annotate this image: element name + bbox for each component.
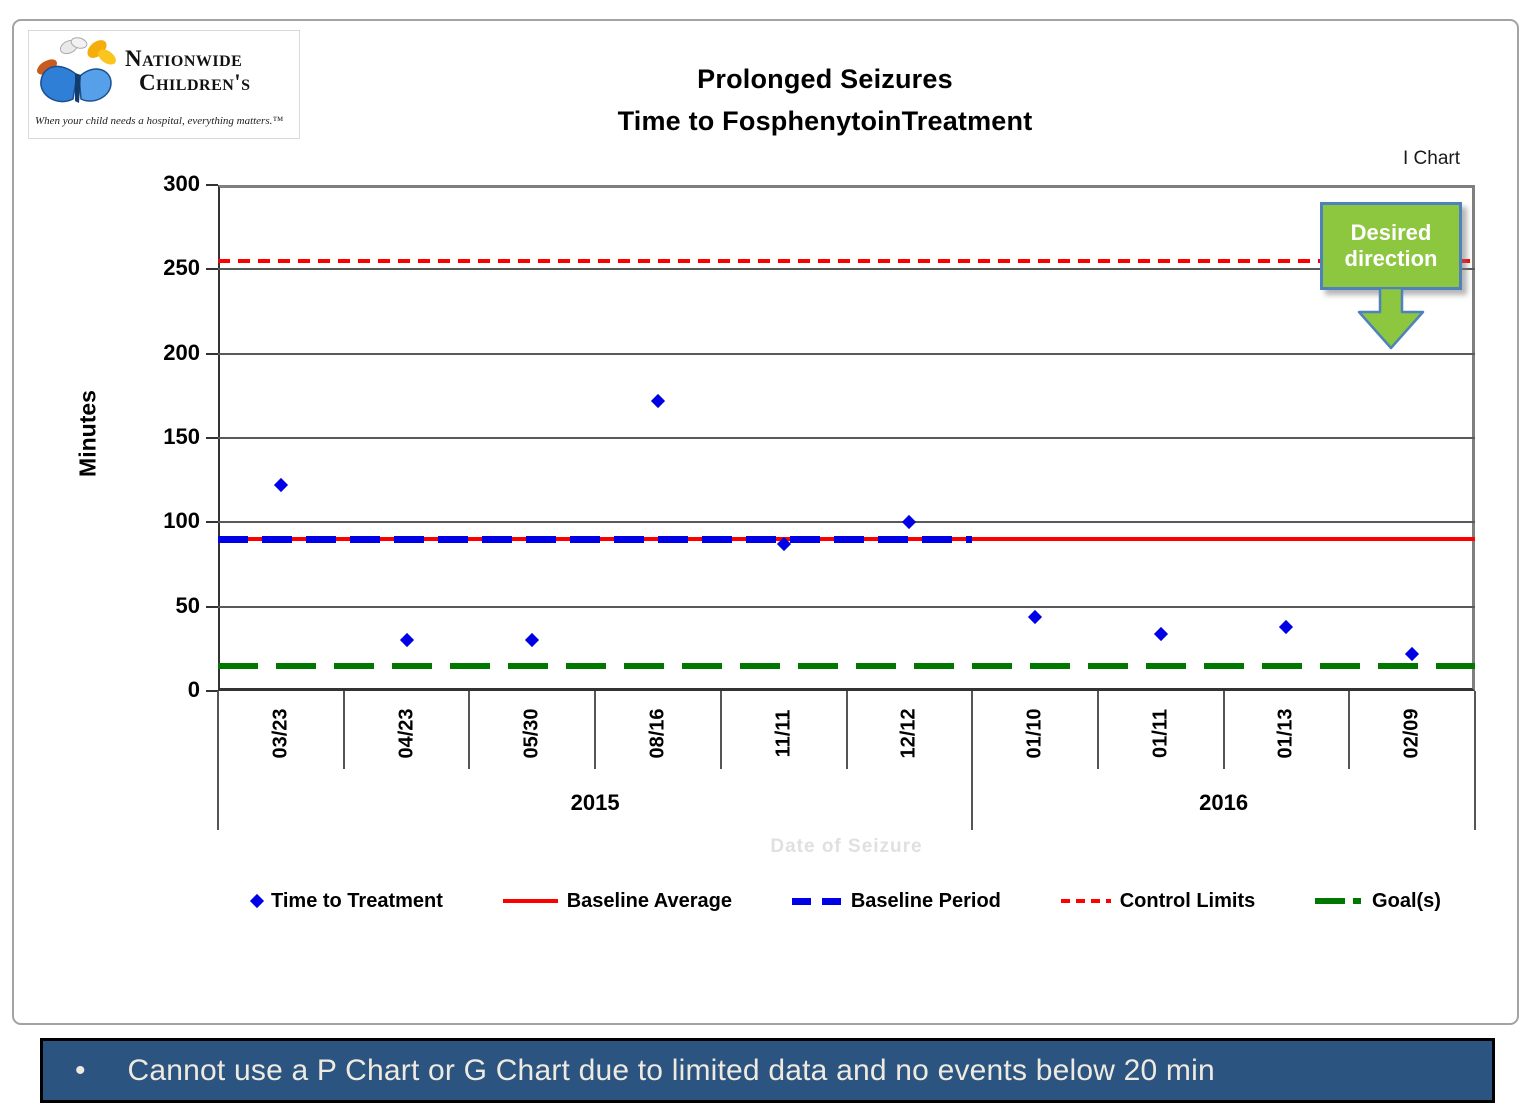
year-separator [1474,691,1476,830]
y-tick-50 [206,605,218,608]
legend-item-goals: Goal(s) [1315,890,1441,913]
legend-item-baseline-period: Baseline Period [791,889,1001,913]
y-axis-title: Minutes [74,390,101,477]
legend-label: Goal(s) [1372,889,1441,912]
legend-item-time-to-treatment: Time to Treatment [249,889,443,913]
x-tick-label-03/23: 03/23 [269,708,292,759]
desired-direction-arrow-icon [1357,287,1425,350]
legend-item-baseline-average: Baseline Average [502,889,732,913]
hospital-name-line2: Children's [139,70,251,95]
legend-item-control-limits: Control Limits [1060,889,1256,913]
legend-dashed-line-icon [791,897,842,905]
footer-note-banner: • Cannot use a P Chart or G Chart due to… [40,1038,1495,1103]
desired-direction-text-line1: Desired [1350,220,1432,245]
x-tick-label-12/12: 12/12 [897,708,920,759]
chart-legend: Time to Treatment Baseline Average Basel… [218,884,1475,918]
x-tick-label-05/30: 05/30 [520,708,543,759]
year-label-2015: 2015 [570,790,620,815]
gridline-100 [218,521,1475,524]
legend-label: Control Limits [1119,889,1256,912]
y-tick-200 [206,352,218,355]
y-tick-label-250: 250 [163,255,200,281]
footer-note-bullet: • [75,1053,86,1087]
butterflies-logo-icon [37,37,116,103]
legend-solid-line-icon [502,899,558,903]
category-separator [1222,691,1225,769]
desired-direction-callout: Desired direction [1320,202,1462,290]
y-tick-300 [206,184,218,186]
y-tick-label-200: 200 [163,339,200,365]
x-tick-label-04/23: 04/23 [395,708,418,759]
legend-label: Baseline Average [566,889,732,912]
y-tick-label-100: 100 [163,508,200,534]
y-tick-label-300: 300 [163,171,200,196]
hospital-name: Nationwide Children's [125,47,295,95]
category-separator [845,691,848,769]
legend-long-dash-line-icon [1315,898,1364,904]
legend-label: Time to Treatment [271,889,443,912]
x-tick-label-02/09: 02/09 [1400,708,1423,759]
legend-diamond-marker-icon [249,893,265,909]
chart-title: Prolonged Seizures Time to FosphenytoinT… [300,58,1350,142]
y-tick-150 [206,437,218,439]
y-tick-100 [206,521,218,524]
y-tick-label-150: 150 [163,424,200,449]
y-tick-label-50: 50 [175,592,200,618]
year-separator [971,691,974,830]
gridline-150 [218,437,1475,439]
refline-control-limits [218,258,1475,263]
y-tick-250 [206,268,218,271]
year-separator [217,691,219,830]
legend-dotted-line-icon [1060,899,1111,903]
y-tick-label-0: 0 [187,677,200,702]
chart-type-label: I Chart [1402,148,1460,169]
gridline-200 [218,352,1475,355]
category-separator [1348,691,1351,769]
x-tick-label-11/11: 11/11 [772,709,795,758]
footer-note-text: Cannot use a P Chart or G Chart due to l… [127,1053,1215,1087]
gridline-50 [218,605,1475,608]
desired-direction-text-line2: direction [1344,246,1438,271]
refline-goal-s- [218,662,1475,669]
x-tick-label-08/16: 08/16 [646,708,669,759]
x-tick-label-01/10: 01/10 [1023,708,1046,759]
hospital-name-line1: Nationwide [125,46,243,71]
chart-title-line2: Time to FosphenytoinTreatment [617,106,1033,136]
chart-title-line1: Prolonged Seizures [697,64,953,94]
category-separator [594,691,597,769]
category-separator [468,691,471,769]
y-tick-0 [206,690,218,692]
hospital-logo: Nationwide Children's When your child ne… [28,30,300,139]
gridline-250 [218,268,1475,271]
year-label-2016: 2016 [1199,790,1249,815]
legend-label: Baseline Period [850,889,1001,912]
category-separator [342,691,345,769]
category-separator [719,691,722,769]
category-separator [1096,691,1099,769]
x-tick-label-01/11: 01/11 [1149,709,1172,758]
x-tick-label-01/13: 01/13 [1274,708,1297,759]
x-axis-title-faint: Date of Seizure [770,836,923,857]
hospital-tagline: When your child needs a hospital, everyt… [35,115,284,127]
refline-baseline-period [218,535,973,543]
